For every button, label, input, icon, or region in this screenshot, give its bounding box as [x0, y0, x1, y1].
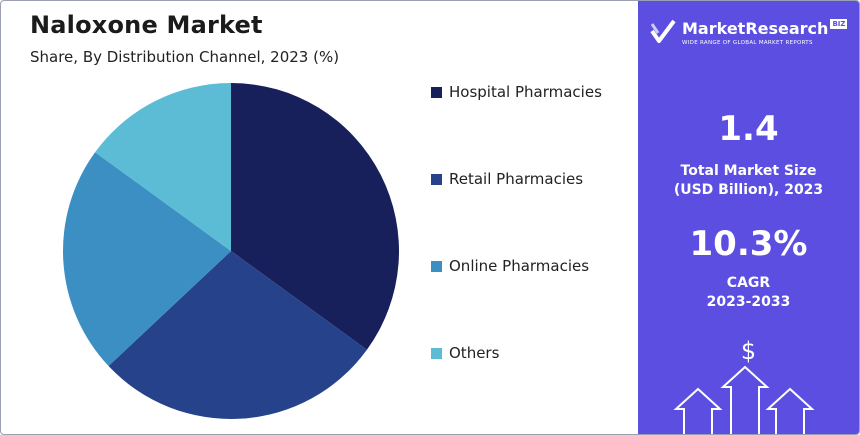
- legend-swatch: [431, 86, 442, 98]
- brand-check-icon: [650, 19, 676, 43]
- legend-item: Others: [431, 344, 499, 362]
- brand-tagline: WIDE RANGE OF GLOBAL MARKET REPORTS: [682, 40, 813, 46]
- pie-slice-retail-pharmacies: [108, 251, 367, 419]
- brand-name: MarketResearch: [682, 19, 829, 38]
- pie-slice-hospital-pharmacies: [231, 83, 399, 350]
- legend-label: Online Pharmacies: [449, 257, 590, 275]
- legend-swatch: [431, 173, 442, 185]
- chart-title: Naloxone Market: [30, 11, 263, 39]
- cagr-value: 10.3%: [689, 224, 808, 264]
- cagr-label-line2: 2023-2033: [706, 294, 791, 310]
- legend-item: Retail Pharmacies: [431, 170, 583, 188]
- legend-swatch: [431, 260, 442, 272]
- cagr-label-line1: CAGR: [726, 275, 771, 291]
- legend-item: Hospital Pharmacies: [431, 83, 602, 101]
- summary-panel: MarketResearch BIZ WIDE RANGE OF GLOBAL M…: [638, 1, 859, 434]
- market-size-value: 1.4: [718, 109, 779, 149]
- legend-label: Retail Pharmacies: [449, 170, 584, 188]
- dollar-icon: $: [740, 337, 757, 365]
- pie-chart: [63, 83, 399, 419]
- legend-label: Hospital Pharmacies: [449, 83, 602, 101]
- legend-item: Online Pharmacies: [431, 257, 589, 275]
- legend-swatch: [431, 347, 442, 359]
- growth-arrows-icon: [673, 365, 815, 434]
- market-size-label-line1: Total Market Size: [680, 163, 817, 179]
- chart-subtitle: Share, By Distribution Channel, 2023 (%): [30, 48, 340, 66]
- brand-logo: MarketResearch BIZ WIDE RANGE OF GLOBAL M…: [650, 19, 848, 47]
- pie-slice-online-pharmacies: [63, 152, 232, 366]
- pie-slice-others: [95, 83, 231, 251]
- brand-suffix: BIZ: [830, 19, 848, 29]
- market-size-label-line2: (USD Billion), 2023: [673, 182, 824, 198]
- legend-label: Others: [449, 344, 500, 362]
